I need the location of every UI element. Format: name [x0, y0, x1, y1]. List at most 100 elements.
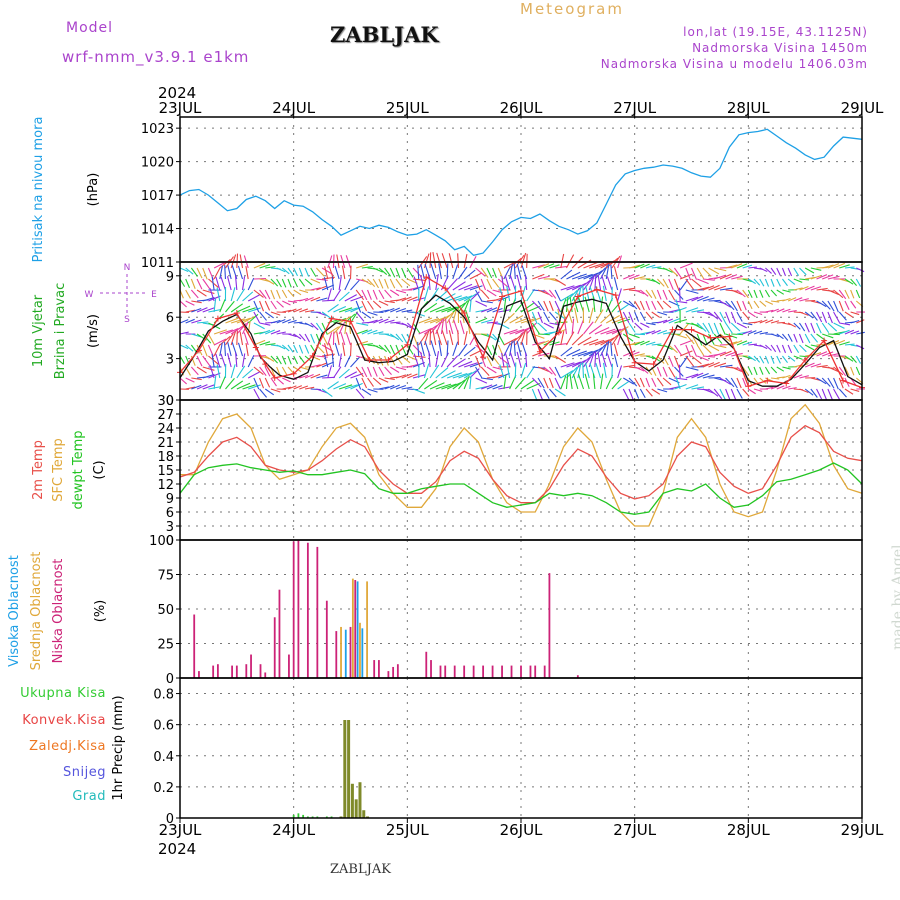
wind-barb	[236, 253, 239, 269]
wind-barb	[776, 355, 781, 364]
wind-barb	[691, 309, 705, 313]
wind-barb	[584, 362, 590, 379]
pressure-ytick-label: 1017	[141, 189, 174, 204]
wind-barb	[304, 322, 314, 328]
wind-barb	[651, 355, 661, 362]
wind-barb	[543, 366, 553, 375]
wind-barb	[185, 344, 194, 352]
wind-barb	[827, 300, 835, 312]
wind-barb	[782, 297, 791, 302]
clouds-niska-oblacnost-bar	[396, 664, 399, 678]
clouds-niska-oblacnost-bar	[354, 580, 357, 678]
wind-barb	[816, 351, 828, 357]
wind-barb	[537, 311, 544, 324]
wind-barb	[486, 278, 493, 290]
wind-barb	[372, 366, 378, 377]
wind-barb	[424, 380, 438, 390]
wind-barb	[827, 289, 840, 296]
wind-barb	[731, 289, 743, 295]
wind-barb	[446, 309, 456, 324]
wind-barb	[600, 328, 616, 335]
wind-barb	[850, 311, 860, 316]
wind-barb	[856, 267, 865, 273]
wind-barb	[344, 294, 357, 302]
wind-barb	[390, 307, 401, 313]
wind-barb	[259, 341, 271, 346]
wind-barb	[190, 289, 199, 299]
wind-barb	[287, 278, 292, 288]
wind-barb	[657, 388, 668, 393]
wind-barb	[602, 362, 607, 379]
wind-barb	[719, 350, 732, 357]
wind-barb	[259, 322, 271, 326]
wind-barb	[179, 344, 189, 350]
wind-barb	[577, 356, 591, 368]
wind-barb	[304, 278, 313, 286]
wind-barb	[753, 366, 758, 376]
bottom-year-label: 2024	[158, 840, 196, 858]
wind-barb	[448, 319, 454, 335]
wind-barb	[515, 327, 530, 335]
wind-gust-point	[499, 293, 506, 300]
wind-barb	[742, 388, 750, 397]
wind-barb	[753, 330, 763, 335]
wind-barb	[304, 333, 311, 343]
wind-barb	[759, 331, 768, 335]
wind-barb	[776, 344, 781, 353]
wind-barb	[554, 328, 567, 335]
wind-barb	[458, 372, 473, 379]
wind-barb	[526, 382, 540, 390]
wind-barb	[384, 333, 395, 338]
wind-barb	[748, 388, 756, 395]
wind-barb	[287, 319, 297, 324]
wind-barb	[793, 287, 803, 291]
wind-barb	[395, 344, 401, 355]
wind-barb	[327, 381, 339, 390]
wind-barb	[202, 267, 208, 280]
wind-barb	[537, 275, 550, 280]
wind-barb	[213, 329, 227, 335]
wind-barb	[793, 374, 803, 379]
wind-barb	[503, 312, 515, 324]
wind-barb	[610, 264, 613, 280]
clouds-niska-oblacnost-bar	[231, 665, 233, 678]
wind-barb	[179, 319, 189, 324]
wind-barb	[844, 300, 850, 310]
wind-barb	[224, 265, 227, 280]
wind-gust-point	[347, 318, 354, 325]
clouds-niska-oblacnost-bar	[425, 651, 428, 678]
precip-ytick-label: 0.6	[153, 719, 174, 734]
wind-barb	[191, 384, 202, 390]
wind-barb	[770, 289, 778, 297]
wind-barb	[463, 293, 477, 302]
wind-barb	[753, 320, 763, 324]
wind-barb	[242, 384, 256, 390]
wind-barb	[583, 338, 599, 346]
wind-barb	[537, 388, 544, 401]
wind-barb	[323, 354, 329, 368]
wind-barb	[623, 377, 635, 385]
wind-gust-point	[328, 315, 335, 322]
wind-barb	[367, 311, 378, 316]
wind-barb	[299, 374, 309, 379]
wind-barb	[395, 333, 404, 343]
wind-barb	[543, 377, 549, 389]
wind-barb	[293, 385, 302, 390]
wind-barb	[816, 300, 827, 308]
model-label: Model	[66, 20, 114, 36]
wind-barb	[679, 339, 693, 346]
wind-barb	[441, 383, 457, 390]
wind-barb	[190, 267, 198, 277]
wind-barb	[242, 368, 254, 379]
clouds-niska-oblacnost-bar	[430, 660, 432, 678]
wind-barb	[782, 385, 791, 390]
wind-barb	[748, 330, 757, 335]
wind-barb	[793, 267, 800, 276]
wind-barb	[673, 355, 680, 369]
wind-barb	[336, 331, 340, 346]
wind-barb	[685, 278, 694, 290]
wind-barb	[753, 355, 761, 363]
wind-barb	[679, 355, 689, 368]
wind-barb	[696, 372, 709, 379]
wind-barb	[713, 388, 723, 400]
